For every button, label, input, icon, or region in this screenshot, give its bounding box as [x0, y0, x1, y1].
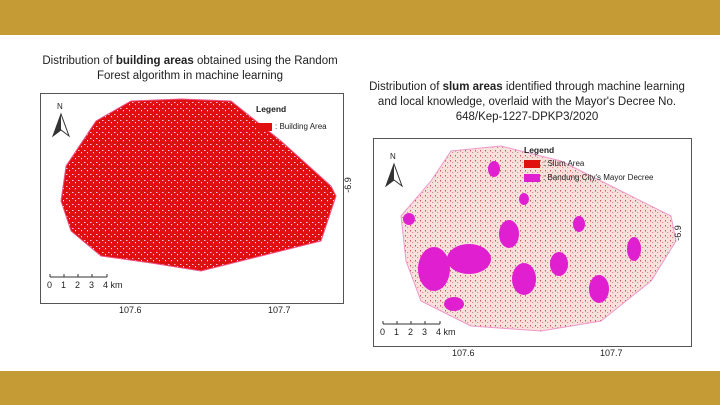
legend-label: : Bandung City's Mayor Decree	[543, 173, 654, 182]
legend-label: : Slum Area	[543, 159, 585, 168]
right-map	[382, 145, 677, 332]
scale-label: 1	[61, 280, 67, 290]
scale-label: 1	[394, 327, 400, 337]
scale-label: 4 km	[103, 280, 123, 290]
left-title: Distribution of building areas obtained …	[40, 54, 340, 84]
scale-bar	[382, 321, 441, 325]
left-map	[49, 98, 337, 278]
scale-label: 0	[47, 280, 53, 290]
scale-label: 3	[422, 327, 428, 337]
x-label: 107.6	[452, 348, 475, 358]
title-text: identified through machine learning and …	[377, 81, 685, 123]
legend-item: : Building Area	[256, 122, 327, 131]
legend-label: : Building Area	[275, 122, 327, 131]
north-label: N	[390, 152, 396, 161]
legend-title: Legend	[256, 104, 287, 114]
decree-areas	[403, 161, 641, 311]
scale-label: 0	[380, 327, 386, 337]
right-map-frame: N Legend : Slum Area : Bandung City's Ma…	[373, 138, 692, 347]
title-bold: slum areas	[442, 81, 503, 93]
scale-bar	[49, 274, 108, 278]
north-arrow	[384, 162, 404, 188]
y-label: -6.9	[342, 177, 353, 193]
title-bold: building areas	[115, 55, 194, 67]
scale-label: 2	[408, 327, 414, 337]
right-title: Distribution of slum areas identified th…	[368, 80, 686, 125]
x-label: 107.7	[268, 305, 291, 315]
y-label: -6.9	[672, 225, 683, 241]
north-label: N	[57, 102, 63, 111]
north-arrow	[51, 112, 71, 138]
x-label: 107.6	[119, 305, 142, 315]
title-text: Distribution of	[42, 55, 116, 67]
legend-title: Legend	[524, 145, 555, 155]
scale-label: 2	[75, 280, 81, 290]
building-area	[60, 98, 337, 272]
legend-item: : Slum Area	[524, 159, 584, 168]
legend-item: : Bandung City's Mayor Decree	[524, 173, 653, 182]
scale-label: 4 km	[436, 327, 456, 337]
x-label: 107.7	[600, 348, 623, 358]
title-text: obtained using the Random Forest algorit…	[96, 55, 338, 82]
title-text: Distribution of	[369, 81, 443, 93]
scale-label: 3	[89, 280, 95, 290]
